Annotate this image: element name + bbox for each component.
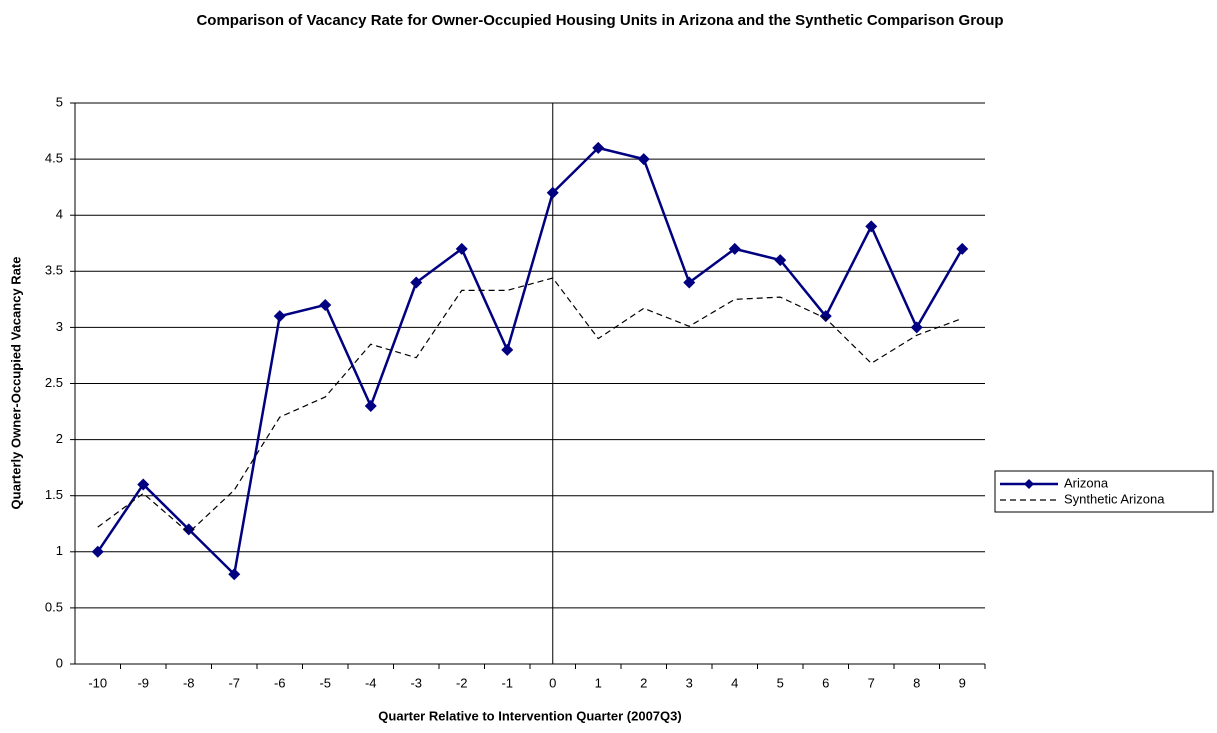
point: [364, 399, 377, 412]
x-tick-label: 0: [549, 675, 556, 690]
x-tick-label: -4: [365, 675, 377, 690]
series-line: [97, 277, 963, 534]
y-tick-label: 5: [56, 94, 63, 109]
point: [501, 343, 514, 356]
x-tick-label: -2: [456, 675, 468, 690]
point: [683, 276, 696, 289]
x-tick-label: 1: [595, 675, 602, 690]
x-tick-label: -1: [501, 675, 513, 690]
x-tick-label: 2: [640, 675, 647, 690]
x-tick-label: -3: [410, 675, 422, 690]
y-tick-label: 3.5: [45, 263, 63, 278]
x-tick-label: -10: [88, 675, 107, 690]
x-tick-label: 3: [686, 675, 693, 690]
y-tick-label: 1.5: [45, 487, 63, 502]
x-tick-label: -9: [137, 675, 149, 690]
y-tick-label: 2.5: [45, 375, 63, 390]
legend-label: Arizona: [1064, 475, 1109, 490]
point: [182, 523, 195, 536]
point: [728, 242, 741, 255]
y-tick-label: 4: [56, 207, 63, 222]
point: [592, 141, 605, 154]
point: [228, 568, 241, 581]
point: [819, 310, 832, 323]
y-tick-label: 3: [56, 319, 63, 334]
point: [137, 478, 150, 491]
point: [956, 242, 969, 255]
y-tick-label: 0.5: [45, 599, 63, 614]
chart-title: Comparison of Vacancy Rate for Owner-Occ…: [196, 12, 1004, 29]
x-tick-label: -7: [228, 675, 240, 690]
y-tick-label: 2: [56, 431, 63, 446]
x-tick-label: 8: [913, 675, 920, 690]
x-tick-label: 9: [959, 675, 966, 690]
y-tick-label: 0: [56, 655, 63, 670]
point: [865, 220, 878, 233]
point: [319, 298, 332, 311]
legend-box: [994, 470, 1214, 513]
x-tick-label: -8: [183, 675, 195, 690]
x-tick-label: 6: [822, 675, 829, 690]
x-tick-label: 5: [777, 675, 784, 690]
point: [774, 254, 787, 267]
legend-marker: [1024, 479, 1034, 489]
point: [410, 276, 423, 289]
x-tick-label: 4: [731, 675, 738, 690]
point: [637, 153, 650, 166]
legend-label: Synthetic Arizona: [1064, 491, 1165, 506]
y-tick-label: 1: [56, 543, 63, 558]
x-tick-label: -5: [319, 675, 331, 690]
y-tick-label: 4.5: [45, 151, 63, 166]
y-axis-label: Quarterly Owner-Occupied Vacancy Rate: [8, 257, 23, 510]
x-tick-label: 7: [868, 675, 875, 690]
point: [273, 310, 286, 323]
series-line: [96, 146, 964, 577]
x-tick-label: -6: [274, 675, 286, 690]
point: [91, 545, 104, 558]
point: [455, 242, 468, 255]
x-axis-label: Quarter Relative to Intervention Quarter…: [378, 708, 681, 723]
point: [546, 186, 559, 199]
point: [910, 321, 923, 334]
